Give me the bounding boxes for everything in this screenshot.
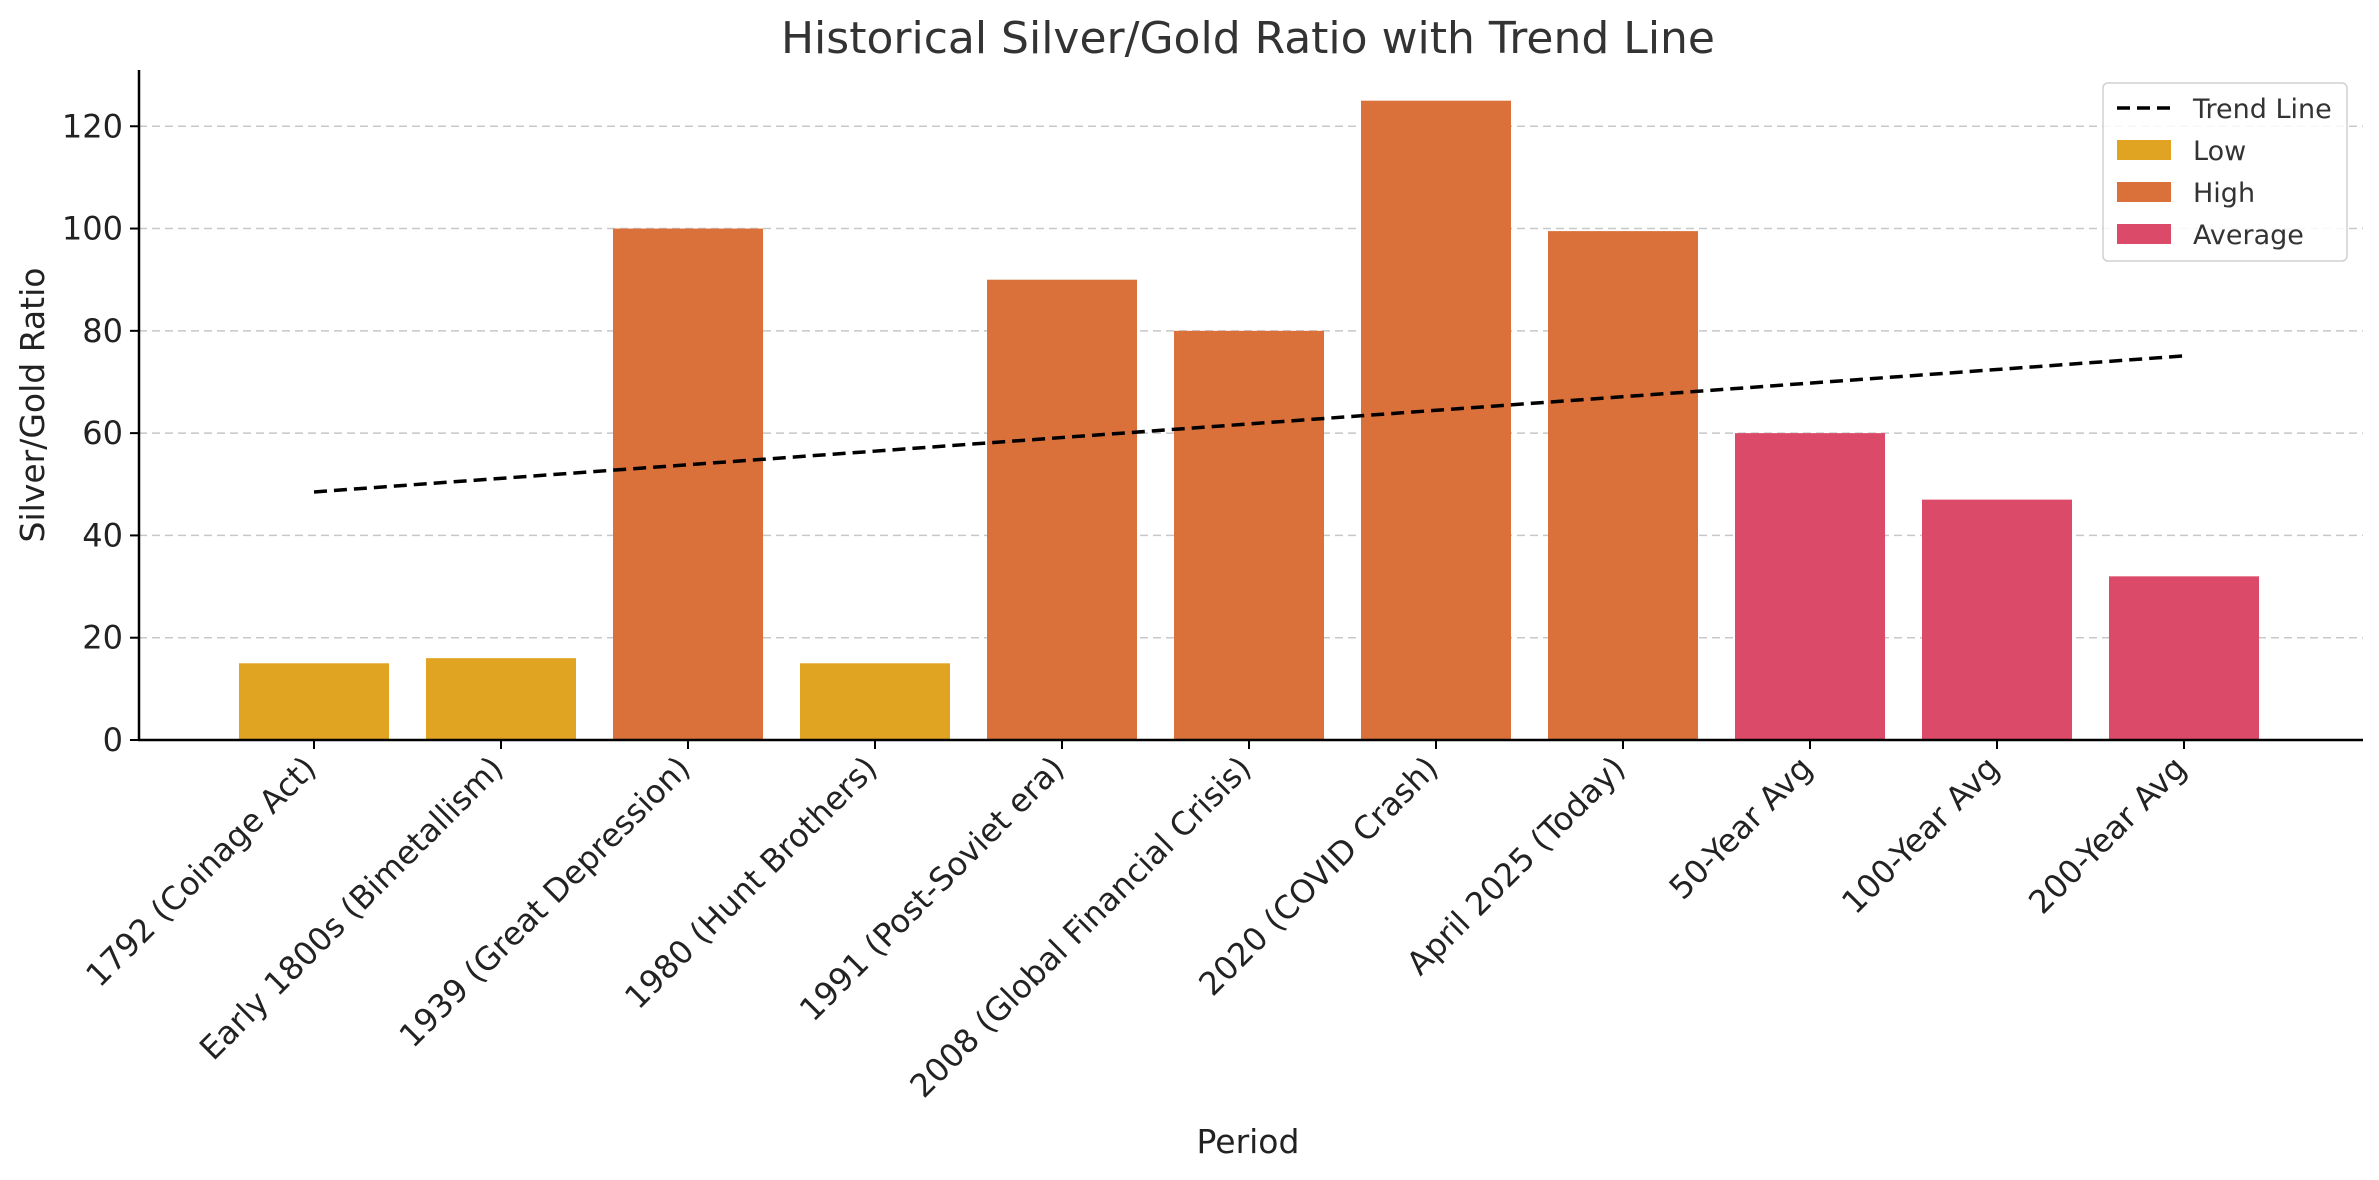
y-tick-label: 40 [82,516,123,554]
x-axis-label: Period [1197,1122,1300,1161]
y-tick-label: 120 [62,107,123,145]
x-tick-label: Early 1800s (Bimetallism) [192,749,511,1068]
x-tick-label: 2008 (Global Financial Crisis) [902,749,1258,1105]
legend-label: Average [2193,220,2304,251]
y-axis-label: Silver/Gold Ratio [13,268,52,543]
y-tick-label: 0 [103,721,123,759]
x-tick-label: 50-Year Avg [1662,749,1820,907]
bar-average [1922,499,2072,740]
bar-high [613,228,763,740]
bar-high [1174,330,1324,740]
bar-high [1548,231,1698,740]
bar-low [426,658,576,740]
x-ticks: 1792 (Coinage Act)Early 1800s (Bimetalli… [78,740,2194,1105]
legend: Trend Line Low High Average [2102,82,2348,262]
legend-label: Low [2193,136,2246,167]
bars [239,100,2259,741]
y-tick-label: 20 [82,619,123,657]
bar-low [239,663,389,740]
legend-frame [2102,82,2348,262]
y-tick-label: 100 [62,210,123,248]
legend-swatch-low [2117,140,2171,160]
y-tick-label: 80 [82,312,123,350]
y-ticks: 0 20 40 60 80 100 120 [62,107,139,759]
bar-high [1361,100,1511,741]
trend-line [313,354,2185,494]
x-tick-label: 100-Year Avg [1834,749,2007,922]
legend-label: Trend Line [2192,94,2332,125]
legend-swatch-average [2117,224,2171,244]
legend-label: High [2193,178,2255,209]
x-tick-label: 200-Year Avg [2021,749,2194,922]
legend-swatch-high [2117,182,2171,202]
y-tick-label: 60 [82,414,123,452]
trend-line-layer [313,354,2185,494]
bar-average [1735,433,1885,740]
bar-low [800,663,950,740]
bar-high [987,279,1137,740]
bar-average [2109,576,2259,740]
chart-title: Historical Silver/Gold Ratio with Trend … [781,13,1715,64]
